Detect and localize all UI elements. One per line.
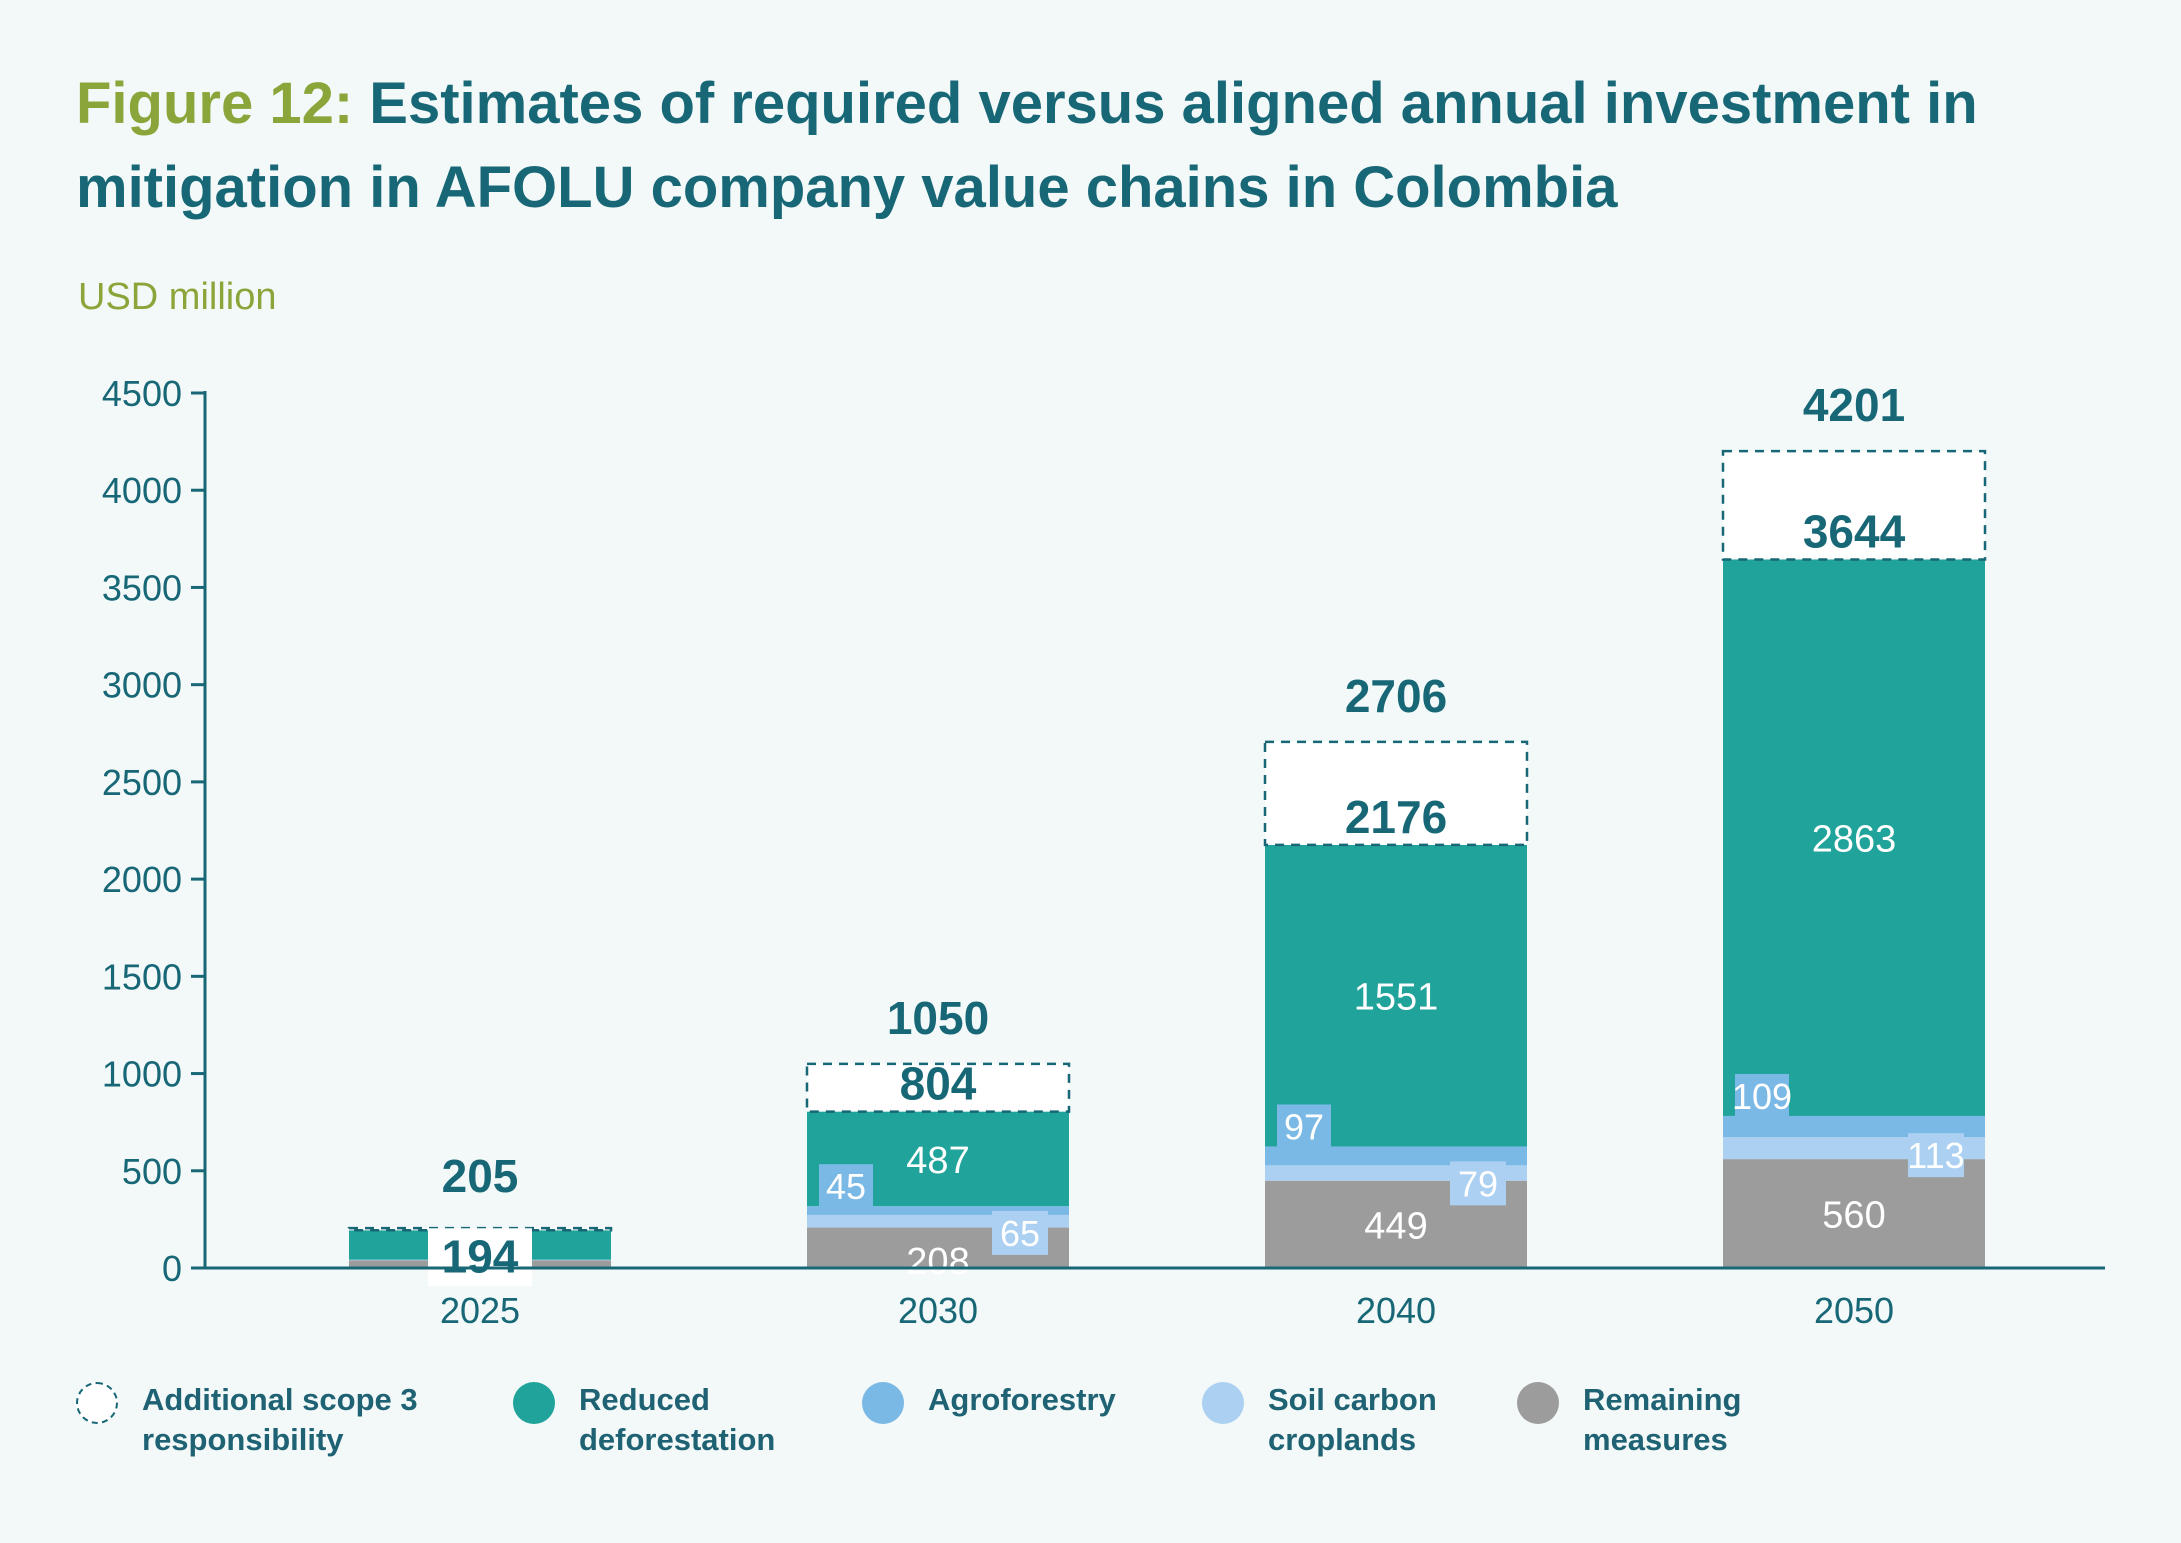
bar-2050: 2863 560 109 113 3644 4201 xyxy=(1721,379,1987,1268)
required-total-label: 205 xyxy=(442,1150,519,1202)
x-axis: 2025 2030 2040 2050 xyxy=(205,1266,2105,1331)
y-tick-label: 1000 xyxy=(102,1054,182,1095)
data-label-reduced-deforestation: 2863 xyxy=(1812,819,1897,861)
bar-2040: 1551 449 97 79 2176 2706 xyxy=(1263,670,1529,1268)
y-tick-label: 4500 xyxy=(102,373,182,414)
badge-agroforestry xyxy=(1277,1104,1331,1149)
legend-item-remaining: Remaining measures xyxy=(1517,1380,1893,1460)
aligned-total-label: 2176 xyxy=(1345,791,1447,843)
badge-soil-carbon xyxy=(1908,1133,1964,1178)
aligned-total-label: 3644 xyxy=(1803,505,1906,557)
bar-segment-reduced_deforestation xyxy=(1265,844,1527,1147)
legend-item-soil_carbon: Soil carbon croplands xyxy=(1202,1380,1578,1460)
y-tick-label: 2500 xyxy=(102,762,182,803)
bar-segment-agroforestry xyxy=(807,1206,1069,1215)
legend-label: Additional scope 3 responsibility xyxy=(142,1380,452,1460)
x-tick-label: 2030 xyxy=(898,1290,978,1331)
x-tick-label: 2050 xyxy=(1814,1290,1894,1331)
bar-segment-agroforestry xyxy=(1723,1115,1985,1138)
legend-item-reduced_deforestation: Reduced deforestation xyxy=(513,1380,889,1460)
y-tick-label: 3000 xyxy=(102,665,182,706)
aligned-total-label: 194 xyxy=(442,1230,519,1282)
legend-label: Remaining measures xyxy=(1583,1380,1893,1460)
badge-agroforestry xyxy=(1735,1073,1789,1118)
required-total-label: 1050 xyxy=(887,992,989,1044)
data-label-agroforestry: 109 xyxy=(1732,1076,1792,1117)
y-tick-label: 4000 xyxy=(102,470,182,511)
y-tick-label: 3500 xyxy=(102,567,182,608)
circle-icon xyxy=(1517,1382,1559,1424)
legend-label-line2: measures xyxy=(1583,1422,1728,1457)
legend-label: Reduced deforestation xyxy=(579,1380,889,1460)
circle-icon xyxy=(862,1382,904,1424)
badge-soil-carbon xyxy=(992,1210,1048,1255)
legend-label-line1: Additional scope 3 xyxy=(142,1382,418,1417)
required-total-label: 2706 xyxy=(1345,670,1447,722)
x-tick-label: 2040 xyxy=(1356,1290,1436,1331)
data-label-soil-carbon: 65 xyxy=(1000,1213,1040,1254)
dashed-circle-icon xyxy=(76,1382,118,1424)
circle-icon xyxy=(513,1382,555,1424)
legend-label: Soil carbon croplands xyxy=(1268,1380,1578,1460)
bars: 194 205 487 208 45 65 804 1050 1551 449 97 79 2176 27… xyxy=(347,379,1987,1287)
data-label-reduced-deforestation: 487 xyxy=(906,1140,969,1182)
y-tick-label: 0 xyxy=(162,1248,182,1289)
bar-segment-remaining xyxy=(1723,1159,1985,1268)
aligned-total-bg xyxy=(428,1228,532,1287)
bar-2030: 487 208 45 65 804 1050 xyxy=(805,992,1071,1283)
legend-label-line2: croplands xyxy=(1268,1422,1417,1457)
data-label-agroforestry: 45 xyxy=(826,1166,866,1207)
legend-label: Agroforestry xyxy=(928,1380,1238,1420)
legend-label-line2: responsibility xyxy=(142,1422,344,1457)
data-label-reduced-deforestation: 1551 xyxy=(1354,977,1439,1019)
bar-segment-scope3 xyxy=(1721,449,1987,561)
data-label-soil-carbon: 79 xyxy=(1458,1163,1498,1204)
bar-segment-agroforestry xyxy=(1265,1146,1527,1166)
y-axis: 0 500 1000 1500 2000 2500 3000 3500 4000 4500 xyxy=(102,373,207,1289)
legend-label-line1: Soil carbon xyxy=(1268,1382,1437,1417)
y-tick-label: 2000 xyxy=(102,859,182,900)
figure-number: Figure 12: xyxy=(76,71,354,136)
legend-label-line1: Agroforestry xyxy=(928,1382,1116,1417)
legend-label-line2: deforestation xyxy=(579,1422,776,1457)
badge-agroforestry xyxy=(819,1164,873,1209)
bar-2025: 194 205 xyxy=(347,1150,613,1287)
badge-soil-carbon xyxy=(1450,1161,1506,1206)
data-label-soil-carbon: 113 xyxy=(1907,1135,1964,1176)
circle-icon xyxy=(1202,1382,1244,1424)
data-label-remaining: 208 xyxy=(906,1241,969,1283)
aligned-total-label: 804 xyxy=(900,1058,977,1110)
chart-title: Figure 12: Estimates of required versus … xyxy=(76,62,2126,230)
legend-item-agroforestry: Agroforestry xyxy=(862,1380,1238,1424)
data-label-remaining: 449 xyxy=(1364,1205,1427,1247)
required-total-label: 4201 xyxy=(1803,379,1905,431)
data-label-agroforestry: 97 xyxy=(1284,1106,1324,1147)
title-text: Estimates of required versus aligned ann… xyxy=(76,71,1978,220)
x-tick-label: 2025 xyxy=(440,1290,520,1331)
legend-item-scope3: Additional scope 3 responsibility xyxy=(76,1380,452,1460)
y-tick-label: 500 xyxy=(122,1151,182,1192)
bar-segment-scope3 xyxy=(805,1062,1071,1113)
legend-label-line1: Remaining xyxy=(1583,1382,1742,1417)
y-tick-label: 1500 xyxy=(102,956,182,997)
stacked-bar-chart: 0 500 1000 1500 2000 2500 3000 3500 4000 4500 194… xyxy=(102,373,2105,1331)
legend-label-line1: Reduced xyxy=(579,1382,710,1417)
bar-segment-reduced_deforestation xyxy=(1723,559,1985,1116)
legend: Additional scope 3 responsibility Reduced d… xyxy=(76,1380,2126,1490)
bar-segment-scope3 xyxy=(1263,740,1529,847)
data-label-remaining: 560 xyxy=(1822,1195,1885,1237)
unit-label: USD million xyxy=(78,276,277,318)
